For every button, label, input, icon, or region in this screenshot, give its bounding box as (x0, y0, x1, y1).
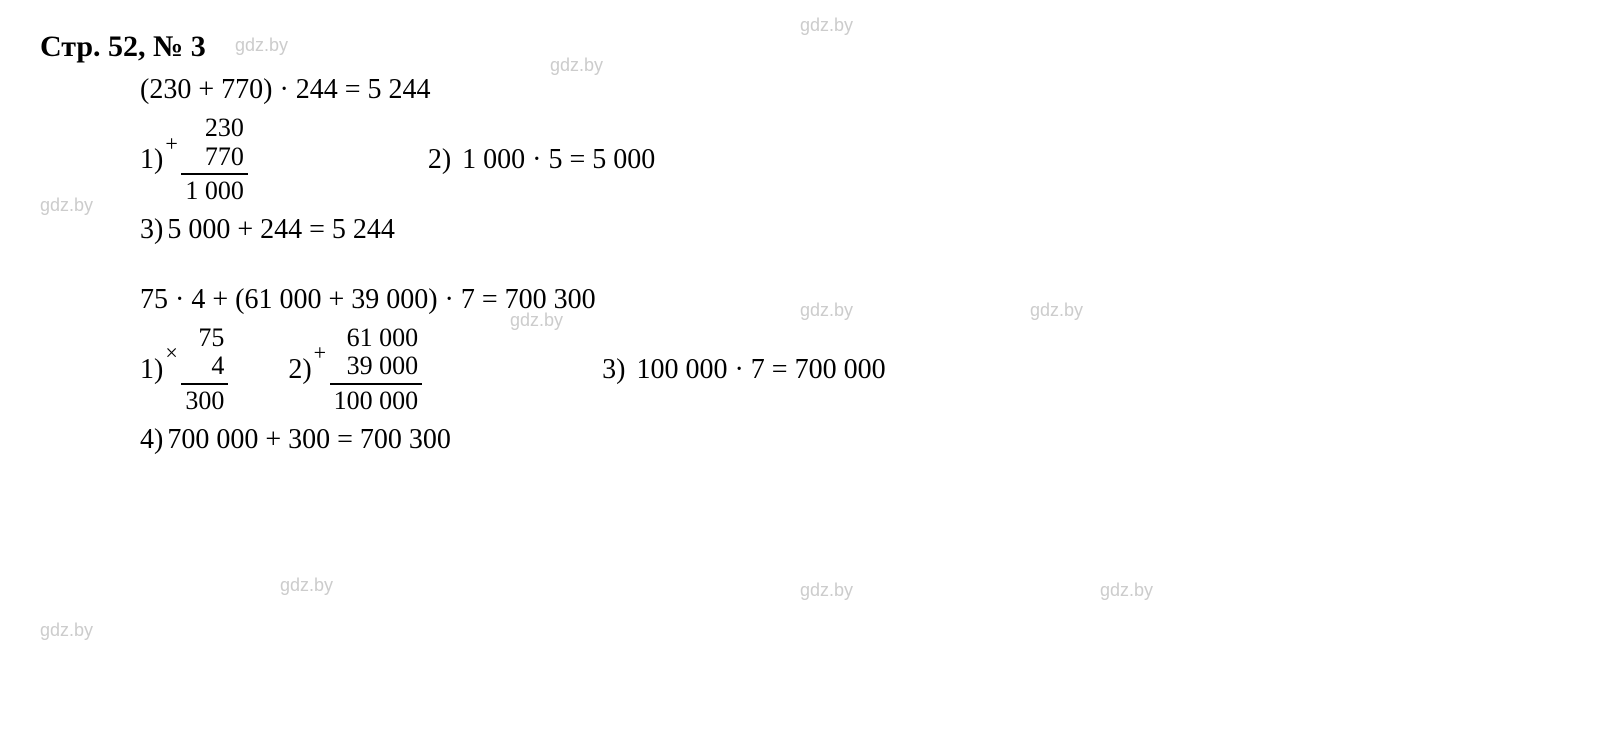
page-title: Стр. 52, № 3 (40, 30, 1573, 64)
step-label: 3) (140, 214, 163, 246)
watermark-text: gdz.by (40, 195, 93, 216)
multiply-icon: × (165, 341, 177, 365)
block2-step1: 1) × 75 4 300 (140, 324, 228, 416)
step-label: 3) (602, 354, 625, 385)
block1-equation: (230 + 770) · 244 = 5 244 (140, 74, 1573, 106)
equation-text: 75 · 4 + (61 000 + 39 000) · 7 = 700 300 (140, 284, 596, 316)
block2-step3: 3) 100 000 · 7 = 700 000 (602, 354, 885, 386)
block2-step4: 4) 700 000 + 300 = 700 300 (140, 424, 1573, 456)
calc-result: 300 (181, 385, 228, 416)
calc-line2: 4 (185, 352, 224, 381)
step-text: 700 000 + 300 = 700 300 (167, 424, 451, 456)
equation-text: (230 + 770) · 244 = 5 244 (140, 74, 431, 106)
block1-step3: 3) 5 000 + 244 = 5 244 (140, 214, 1573, 246)
step-text: 5 000 + 244 = 5 244 (167, 214, 395, 246)
block2-equation: 75 · 4 + (61 000 + 39 000) · 7 = 700 300 (140, 284, 1573, 316)
block1-step1: 1) + 230 770 1 000 (140, 114, 248, 206)
step-label: 4) (140, 424, 163, 456)
calc-result: 100 000 (330, 385, 423, 416)
watermark-text: gdz.by (1100, 580, 1153, 601)
vertical-calc: + 230 770 1 000 (181, 114, 248, 206)
calc-line1: 61 000 (334, 324, 419, 353)
calc-line2: 770 (185, 143, 244, 172)
watermark-text: gdz.by (280, 575, 333, 596)
block1-steps-row1: 1) + 230 770 1 000 2) 1 000 · 5 = 5 000 (140, 114, 1573, 206)
vertical-calc: + 61 000 39 000 100 000 (330, 324, 423, 416)
step-label: 2) (288, 354, 311, 386)
watermark-text: gdz.by (800, 580, 853, 601)
block2-steps-row1: 1) × 75 4 300 2) + 61 000 39 000 100 000… (140, 324, 1573, 416)
vertical-calc: × 75 4 300 (181, 324, 228, 416)
step-text: 100 000 · 7 = 700 000 (636, 354, 885, 385)
calc-line1: 75 (185, 324, 224, 353)
step-text: 1 000 · 5 = 5 000 (462, 144, 655, 175)
step-label: 1) (140, 354, 163, 386)
block1-step2: 2) 1 000 · 5 = 5 000 (428, 144, 655, 176)
step-label: 2) (428, 144, 451, 175)
calc-line2: 39 000 (334, 352, 419, 381)
plus-icon: + (314, 341, 326, 365)
calc-line1: 230 (185, 114, 244, 143)
step-label: 1) (140, 144, 163, 176)
block2-step2: 2) + 61 000 39 000 100 000 (288, 324, 422, 416)
calc-result: 1 000 (181, 175, 248, 206)
plus-icon: + (165, 132, 177, 156)
watermark-text: gdz.by (40, 620, 93, 641)
